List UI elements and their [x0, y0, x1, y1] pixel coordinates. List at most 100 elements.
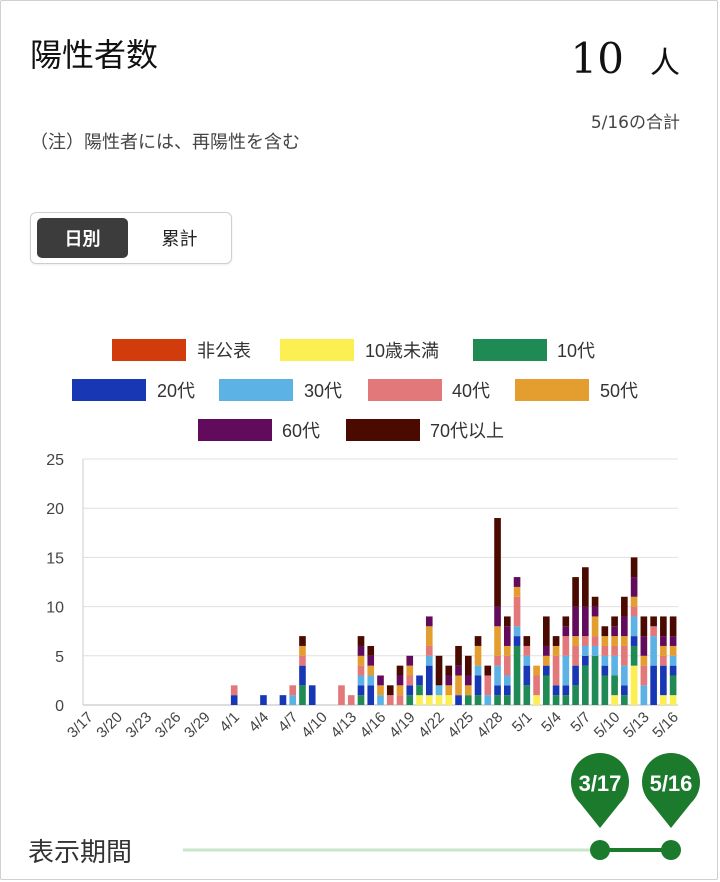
legend-swatch-3 — [72, 379, 146, 401]
bar-4-26-s3 — [474, 675, 482, 696]
bar-5-12-s6 — [630, 596, 638, 607]
bar-5-9-s6 — [601, 636, 609, 646]
bar-4-14-s3 — [357, 685, 365, 696]
legend-swatch-2 — [473, 339, 547, 361]
bar-4-25-s7 — [464, 675, 472, 686]
legend-label-2: 10代 — [557, 341, 595, 361]
cumulative-toggle-button[interactable]: 累計 — [161, 229, 198, 250]
bar-4-8-s5 — [299, 655, 306, 666]
bar-5-11-s2 — [621, 695, 628, 705]
bar-5-16-s4 — [669, 655, 677, 666]
bar-4-21-s6 — [425, 626, 433, 646]
bar-5-2-s5 — [533, 675, 540, 696]
daily-toggle-button[interactable]: 日別 — [37, 218, 128, 258]
bar-4-14-s7 — [357, 645, 365, 656]
bar-4-14-s6 — [357, 655, 365, 666]
bar-4-22-s8 — [435, 655, 443, 686]
x-tick-label-4-7: 4/7 — [275, 709, 302, 736]
period-start-thumb[interactable]: 3/17 — [570, 753, 629, 828]
bar-5-10-s8 — [611, 616, 618, 627]
bar-4-27-s4 — [484, 695, 492, 705]
bar-4-28-s2 — [494, 695, 501, 705]
bar-4-29-s8 — [503, 616, 511, 627]
period-end-thumb-handle[interactable] — [661, 840, 681, 860]
x-tick-label-4-1: 4/1 — [216, 709, 243, 736]
bar-5-1-s2 — [523, 685, 531, 705]
bar-5-7-s7 — [582, 606, 589, 637]
total-value: 10 人 — [571, 34, 680, 83]
bar-4-21-s1 — [425, 695, 433, 705]
bar-4-24-s7 — [455, 665, 462, 676]
bar-5-4-s8 — [552, 636, 560, 646]
bar-4-22-s4 — [435, 685, 443, 696]
period-end-thumb-label: 5/16 — [650, 771, 693, 796]
bar-4-26-s4 — [474, 665, 482, 676]
bar-5-3-s2 — [543, 675, 550, 705]
card-title: 陽性者数 — [30, 36, 159, 74]
bar-5-1-s3 — [523, 665, 531, 686]
bar-5-10-s1 — [611, 695, 618, 705]
bar-5-14-s4 — [650, 636, 657, 666]
bar-5-13-s6 — [640, 655, 648, 666]
bar-5-7-s5 — [582, 636, 589, 646]
bar-4-8-s8 — [299, 636, 306, 646]
bar-4-23-s6 — [445, 685, 453, 696]
legend-swatch-0 — [112, 339, 186, 361]
bar-4-14-s2 — [357, 695, 365, 705]
bar-4-29-s2 — [503, 695, 511, 705]
legend-label-1: 10歳未満 — [365, 341, 439, 361]
bar-5-10-s4 — [611, 655, 618, 676]
bar-5-5-s7 — [562, 626, 570, 637]
bar-4-16-s6 — [377, 685, 384, 696]
bar-5-7-s8 — [582, 567, 589, 607]
bar-4-30-s5 — [513, 596, 521, 627]
y-tick-label-20: 20 — [46, 501, 64, 518]
legend-label-3: 20代 — [157, 381, 195, 401]
bar-5-11-s8 — [621, 596, 628, 617]
bar-4-17-s5 — [386, 695, 394, 705]
bar-5-8-s7 — [591, 606, 599, 617]
bar-5-7-s2 — [582, 665, 589, 705]
bar-4-29-s3 — [503, 685, 511, 696]
bar-5-10-s6 — [611, 636, 618, 646]
bar-5-16-s1 — [669, 695, 677, 705]
bar-5-12-s3 — [630, 636, 638, 646]
bar-4-15-s7 — [367, 655, 375, 666]
bar-4-28-s4 — [494, 665, 501, 686]
bar-5-15-s7 — [660, 636, 667, 646]
x-tick-label-4-4: 4/4 — [246, 709, 273, 736]
bar-4-26-s8 — [474, 636, 482, 646]
bar-5-11-s5 — [621, 645, 628, 666]
x-tick-label-3-17: 3/17 — [64, 709, 97, 742]
x-tick-label-3-23: 3/23 — [123, 709, 156, 742]
period-start-thumb-handle[interactable] — [590, 840, 610, 860]
bar-5-11-s7 — [621, 616, 628, 637]
bar-4-15-s4 — [367, 675, 375, 686]
view-toggle: 日別 累計 — [30, 212, 232, 264]
bar-4-20-s2 — [416, 685, 423, 696]
bar-5-8-s6 — [591, 616, 599, 637]
bar-5-3-s8 — [543, 616, 550, 646]
bar-4-28-s8 — [494, 518, 501, 607]
bar-4-21-s4 — [425, 655, 433, 666]
x-tick-label-5-10: 5/10 — [591, 709, 624, 742]
x-tick-label-3-26: 3/26 — [152, 709, 185, 742]
period-start-thumb-bubble[interactable] — [570, 753, 629, 828]
bar-4-13-s5 — [347, 695, 355, 705]
bar-4-23-s1 — [445, 695, 453, 705]
bar-4-30-s7 — [513, 577, 521, 587]
bar-4-23-s7 — [445, 675, 453, 686]
legend-swatch-7 — [198, 419, 272, 441]
bar-4-18-s8 — [396, 665, 404, 676]
bar-5-9-s4 — [601, 655, 609, 666]
period-end-thumb[interactable]: 5/16 — [642, 752, 700, 828]
period-label: 表示期間 — [28, 838, 133, 868]
bar-5-9-s3 — [601, 665, 609, 676]
bar-5-16-s7 — [669, 636, 677, 646]
bar-4-26-s6 — [474, 645, 482, 666]
bar-4-7-s4 — [289, 695, 297, 705]
bar-4-29-s7 — [503, 626, 511, 646]
period-end-thumb-bubble[interactable] — [642, 752, 700, 828]
bar-4-18-s6 — [396, 685, 404, 696]
bar-5-12-s5 — [630, 606, 638, 617]
